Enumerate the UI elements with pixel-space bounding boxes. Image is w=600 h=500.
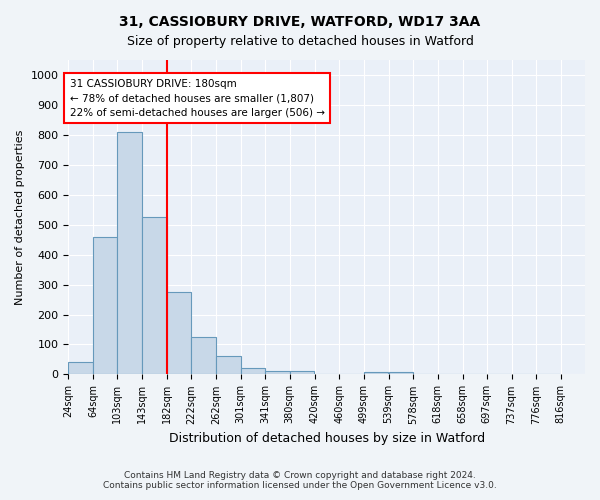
Y-axis label: Number of detached properties: Number of detached properties bbox=[15, 130, 25, 305]
Bar bbox=[191, 337, 215, 374]
Text: Size of property relative to detached houses in Watford: Size of property relative to detached ho… bbox=[127, 35, 473, 48]
Bar bbox=[142, 217, 167, 374]
X-axis label: Distribution of detached houses by size in Watford: Distribution of detached houses by size … bbox=[169, 432, 485, 445]
Bar bbox=[68, 362, 92, 374]
Bar bbox=[216, 356, 241, 374]
Bar bbox=[364, 372, 388, 374]
Text: 31 CASSIOBURY DRIVE: 180sqm
← 78% of detached houses are smaller (1,807)
22% of : 31 CASSIOBURY DRIVE: 180sqm ← 78% of det… bbox=[70, 78, 325, 118]
Bar bbox=[241, 368, 265, 374]
Bar bbox=[167, 292, 191, 374]
Text: 31, CASSIOBURY DRIVE, WATFORD, WD17 3AA: 31, CASSIOBURY DRIVE, WATFORD, WD17 3AA bbox=[119, 15, 481, 29]
Bar bbox=[118, 132, 142, 374]
Bar bbox=[389, 372, 413, 374]
Bar bbox=[265, 371, 290, 374]
Bar bbox=[290, 371, 314, 374]
Text: Contains HM Land Registry data © Crown copyright and database right 2024.
Contai: Contains HM Land Registry data © Crown c… bbox=[103, 470, 497, 490]
Bar bbox=[93, 236, 118, 374]
